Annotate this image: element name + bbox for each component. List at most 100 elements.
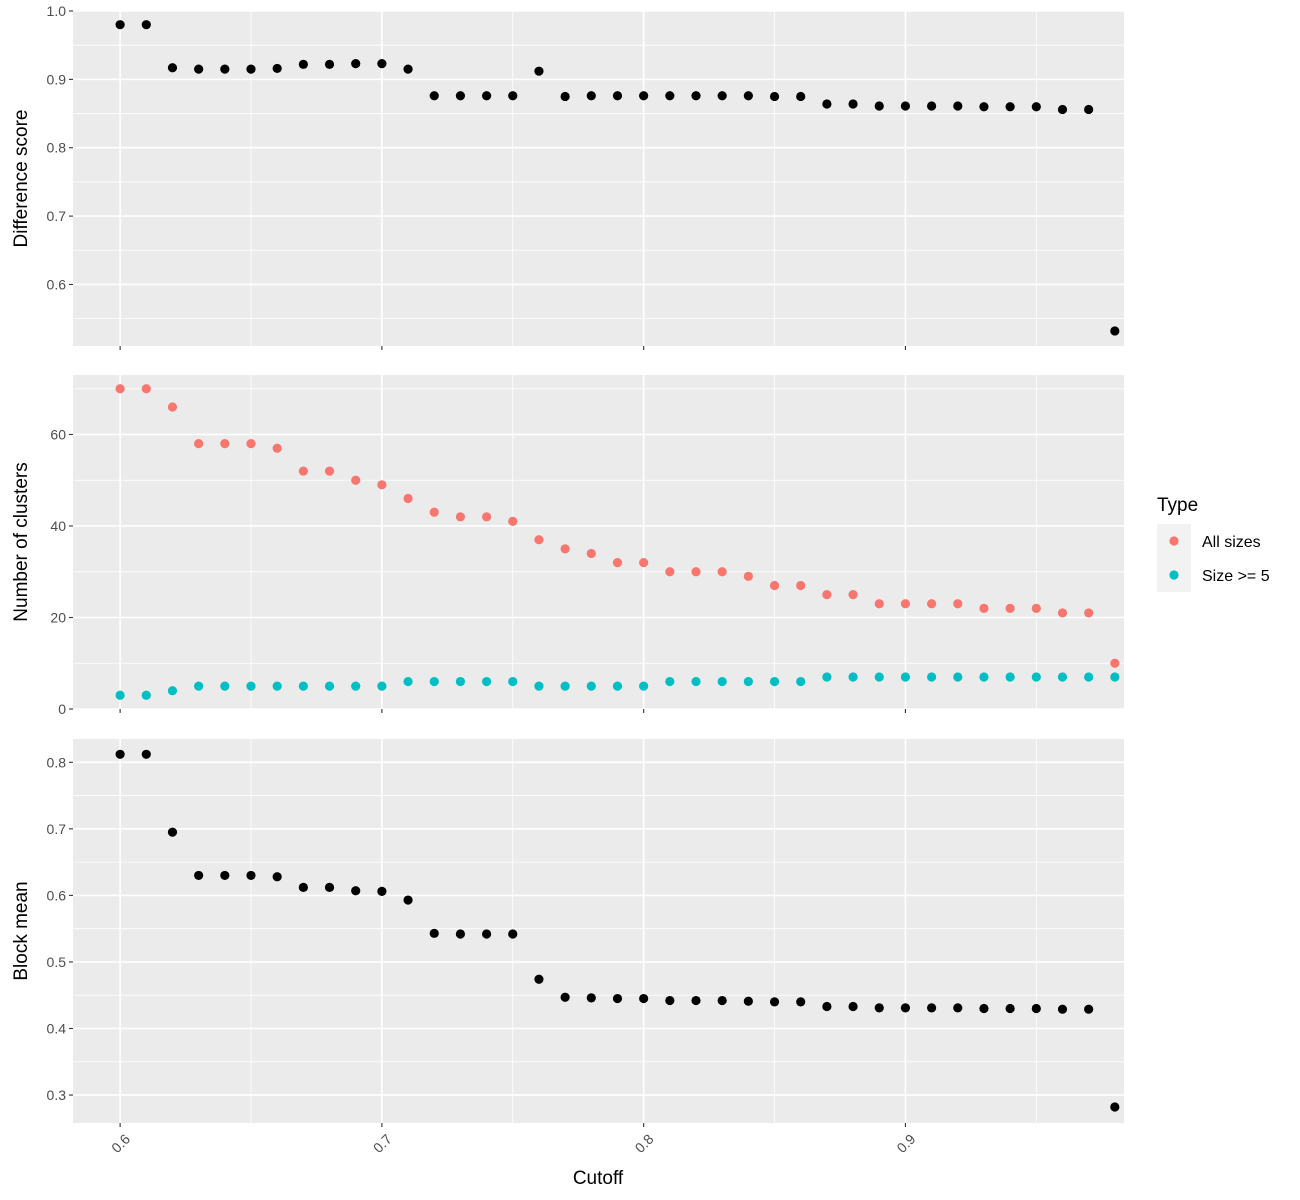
data-point	[351, 475, 361, 485]
data-point	[220, 439, 230, 449]
legend-keys: All sizes Size >= 5	[1157, 524, 1270, 592]
data-point	[377, 480, 387, 490]
data-point	[1031, 672, 1041, 682]
series-2	[115, 672, 1120, 700]
data-point	[874, 672, 884, 682]
data-point	[586, 993, 596, 1003]
data-point	[455, 512, 466, 522]
data-point	[927, 599, 937, 609]
data-point	[900, 672, 911, 682]
x-axis-title: Cutoff	[573, 1168, 624, 1189]
legend-entry: Size >= 5	[1157, 558, 1270, 592]
data-point	[455, 676, 466, 687]
data-point	[822, 1001, 832, 1012]
data-point	[796, 676, 806, 687]
data-point	[822, 99, 832, 109]
data-point	[717, 567, 727, 577]
data-point	[1084, 1004, 1094, 1014]
data-point	[167, 402, 178, 412]
legend-key-dot	[1169, 570, 1179, 580]
data-point	[429, 676, 439, 687]
data-point	[167, 827, 178, 837]
series-1	[115, 20, 1120, 336]
y-tick-label: 0.4	[47, 1020, 67, 1036]
data-point	[665, 567, 675, 577]
data-point	[874, 101, 884, 111]
data-point	[560, 91, 570, 102]
data-point	[796, 997, 806, 1007]
data-point	[691, 91, 701, 101]
data-point	[927, 101, 937, 111]
data-point	[822, 590, 832, 600]
data-point	[848, 1001, 858, 1012]
data-point	[324, 681, 335, 691]
panel-background	[73, 739, 1124, 1123]
data-point	[508, 516, 518, 527]
data-point	[586, 548, 596, 559]
data-point	[848, 99, 858, 109]
data-point	[874, 599, 884, 609]
data-point	[612, 557, 623, 568]
data-point	[141, 749, 151, 759]
data-point	[455, 91, 466, 101]
data-point	[1031, 102, 1041, 112]
data-point	[481, 512, 492, 522]
legend-entry-label: All sizes	[1202, 534, 1261, 551]
data-point	[167, 686, 178, 696]
data-point	[900, 599, 911, 609]
y-tick-label: 0.6	[47, 887, 67, 903]
data-point	[351, 681, 361, 691]
data-point	[272, 681, 282, 691]
data-point	[796, 91, 806, 102]
y-tick-label: 60	[50, 426, 66, 442]
series-1	[115, 384, 1120, 668]
y-tick-label: 20	[50, 609, 66, 625]
data-point	[1110, 672, 1120, 682]
data-point	[612, 91, 623, 101]
data-point	[272, 872, 282, 882]
data-point	[1110, 658, 1120, 668]
data-point	[953, 672, 963, 682]
data-point	[560, 681, 570, 691]
data-point	[665, 91, 675, 101]
data-point	[1057, 608, 1068, 618]
data-point	[534, 974, 544, 984]
y-tick-label: 0	[58, 701, 66, 717]
y-tick-label: 40	[50, 518, 66, 534]
data-point	[141, 690, 151, 700]
data-point	[481, 676, 492, 687]
data-point	[822, 672, 832, 682]
data-point	[141, 20, 151, 30]
data-point	[351, 59, 361, 69]
data-point	[246, 681, 256, 691]
data-point	[429, 91, 439, 101]
data-point	[1031, 1003, 1041, 1014]
data-point	[351, 886, 361, 896]
data-point	[403, 895, 413, 905]
data-point	[743, 676, 753, 687]
data-point	[272, 443, 282, 453]
y-tick-label: 0.8	[47, 140, 67, 156]
data-point	[403, 64, 413, 74]
y-tick-label: 0.7	[47, 208, 67, 224]
data-point	[1031, 603, 1041, 613]
x-tick-label: 0.6	[108, 1131, 133, 1156]
data-point	[639, 557, 649, 568]
data-point	[979, 1003, 989, 1014]
data-point	[141, 384, 151, 394]
data-point	[246, 870, 256, 881]
data-point	[717, 91, 727, 101]
legend-entry-label: Size >= 5	[1202, 568, 1270, 585]
data-point	[586, 91, 596, 101]
data-point	[665, 676, 675, 687]
x-tick-label: 0.8	[632, 1131, 657, 1156]
data-point	[665, 995, 675, 1006]
y-tick-label: 0.5	[47, 954, 67, 970]
data-point	[743, 996, 753, 1006]
data-point	[1110, 326, 1120, 336]
data-point	[612, 681, 623, 691]
data-point	[220, 64, 230, 74]
y-tick-label: 0.9	[47, 71, 67, 87]
data-point	[324, 882, 335, 893]
